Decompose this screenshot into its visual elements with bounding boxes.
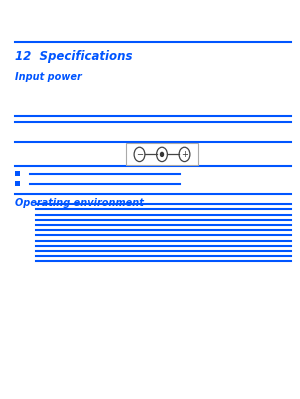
- Text: +: +: [181, 150, 188, 159]
- Ellipse shape: [134, 147, 145, 162]
- FancyBboxPatch shape: [15, 181, 20, 186]
- Ellipse shape: [179, 147, 190, 162]
- Text: −: −: [136, 150, 143, 159]
- Text: 12  Specifications: 12 Specifications: [15, 50, 133, 63]
- Text: Operating environment: Operating environment: [15, 198, 144, 207]
- Ellipse shape: [157, 147, 167, 162]
- FancyBboxPatch shape: [15, 171, 20, 176]
- Circle shape: [160, 152, 164, 156]
- Text: Input power: Input power: [15, 72, 82, 82]
- FancyBboxPatch shape: [126, 144, 198, 165]
